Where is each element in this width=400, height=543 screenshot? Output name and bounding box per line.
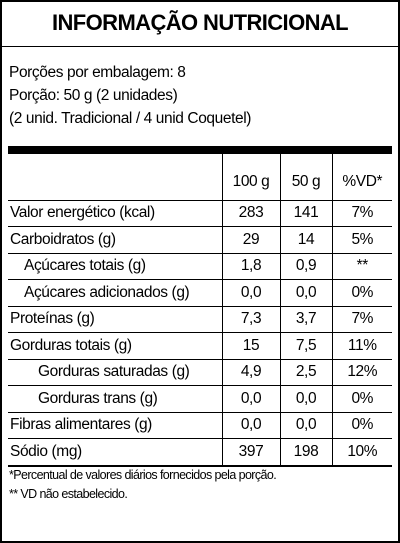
nutrient-value: 29 [221,226,280,254]
nutrient-value: 0% [331,385,392,413]
nutrient-row: Fibras alimentares (g) 0,0 0,0 0% [8,412,392,439]
nutrient-value: 0,0 [221,279,280,307]
nutrient-value: 0,0 [221,385,280,413]
nutrient-value: 11% [331,332,392,360]
nutrient-value: 2,5 [279,359,332,386]
nutrition-table: 100 g 50 g %VD* Valor energético (kcal) 283 1… [8,154,392,467]
serving-line: Porções por embalagem: 8 [9,64,186,81]
thick-rule [8,146,392,154]
nutrient-name: Fibras alimentares (g) [8,412,222,439]
title: INFORMAÇÃO NUTRICIONAL [52,10,349,35]
nutrient-row: Açúcares totais (g) 1,8 0,9 ** [8,253,392,280]
column-header: 100 g [221,154,280,201]
table-body: 100 g 50 g %VD* Valor energético (kcal) 283 1… [8,154,392,467]
nutrient-name: Valor energético (kcal) [8,200,222,227]
nutrient-value: 7% [331,200,392,227]
nutrient-value: 141 [279,200,332,227]
nutrient-name: Proteínas (g) [8,306,222,333]
nutrient-value: ** [331,253,392,280]
serving-line: (2 unid. Tradicional / 4 unid Coquetel) [9,110,252,127]
nutrient-row: Valor energético (kcal) 283 141 7% [8,200,392,227]
nutrient-value: 0,0 [279,279,332,307]
header-row: 100 g 50 g %VD* [8,154,392,201]
nutrient-value: 7,3 [221,306,280,333]
nutrient-value: 7,5 [279,332,332,360]
nutrient-name: Açúcares adicionados (g) [8,279,222,307]
footnote: *Percentual de valores diários fornecido… [9,468,277,482]
nutrient-name: Açúcares totais (g) [8,253,222,280]
nutrient-name: Carboidratos (g) [8,226,222,254]
serving-line: Porção: 50 g (2 unidades) [9,87,178,104]
rule [2,46,398,47]
header-cell [8,154,222,201]
nutrient-value: 15 [221,332,280,360]
column-header: 50 g [279,154,332,201]
nutrient-row: Gorduras totais (g) 15 7,5 11% [8,332,392,360]
nutrient-name: Gorduras totais (g) [8,332,222,360]
nutrient-value: 0% [331,412,392,439]
nutrient-name: Gorduras trans (g) [8,385,222,413]
nutrient-row: Gorduras trans (g) 0,0 0,0 0% [8,385,392,413]
column-header: %VD* [331,154,392,201]
nutrient-value: 397 [221,438,280,467]
nutrient-value: 0,0 [279,412,332,439]
nutrient-value: 0,0 [221,412,280,439]
nutrient-value: 0% [331,279,392,307]
nutrient-value: 0,0 [279,385,332,413]
nutrient-value: 4,9 [221,359,280,386]
nutrient-value: 0,9 [279,253,332,280]
nutrient-value: 198 [279,438,332,467]
nutrient-value: 5% [331,226,392,254]
nutrient-row: Açúcares adicionados (g) 0,0 0,0 0% [8,279,392,307]
nutrient-row: Proteínas (g) 7,3 3,7 7% [8,306,392,333]
nutrient-value: 14 [279,226,332,254]
nutrient-name: Sódio (mg) [8,438,222,467]
nutrient-value: 10% [331,438,392,467]
nutrient-name: Gorduras saturadas (g) [8,359,222,386]
nutrient-value: 283 [221,200,280,227]
footnote: ** VD não estabelecido. [9,487,128,501]
nutrient-value: 3,7 [279,306,332,333]
nutrient-row: Carboidratos (g) 29 14 5% [8,226,392,254]
nutrient-row: Gorduras saturadas (g) 4,9 2,5 12% [8,359,392,386]
nutrient-value: 1,8 [221,253,280,280]
nutrient-value: 12% [331,359,392,386]
nutrient-value: 7% [331,306,392,333]
nutrient-row: Sódio (mg) 397 198 10% [8,438,392,467]
